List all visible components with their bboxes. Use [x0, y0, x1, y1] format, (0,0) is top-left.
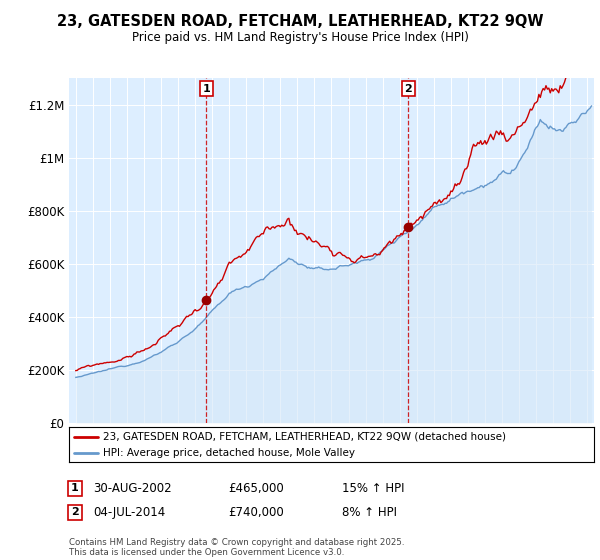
Text: 23, GATESDEN ROAD, FETCHAM, LEATHERHEAD, KT22 9QW: 23, GATESDEN ROAD, FETCHAM, LEATHERHEAD,…	[57, 14, 543, 29]
Text: 04-JUL-2014: 04-JUL-2014	[93, 506, 165, 519]
Text: 23, GATESDEN ROAD, FETCHAM, LEATHERHEAD, KT22 9QW (detached house): 23, GATESDEN ROAD, FETCHAM, LEATHERHEAD,…	[103, 432, 506, 442]
Text: 30-AUG-2002: 30-AUG-2002	[93, 482, 172, 495]
Text: 1: 1	[71, 483, 79, 493]
Text: Contains HM Land Registry data © Crown copyright and database right 2025.
This d: Contains HM Land Registry data © Crown c…	[69, 538, 404, 557]
Text: Price paid vs. HM Land Registry's House Price Index (HPI): Price paid vs. HM Land Registry's House …	[131, 31, 469, 44]
Text: 8% ↑ HPI: 8% ↑ HPI	[342, 506, 397, 519]
Text: 2: 2	[71, 507, 79, 517]
Text: £465,000: £465,000	[228, 482, 284, 495]
Text: 2: 2	[404, 83, 412, 94]
Text: £740,000: £740,000	[228, 506, 284, 519]
Text: 1: 1	[203, 83, 210, 94]
Text: 15% ↑ HPI: 15% ↑ HPI	[342, 482, 404, 495]
Text: HPI: Average price, detached house, Mole Valley: HPI: Average price, detached house, Mole…	[103, 447, 355, 458]
